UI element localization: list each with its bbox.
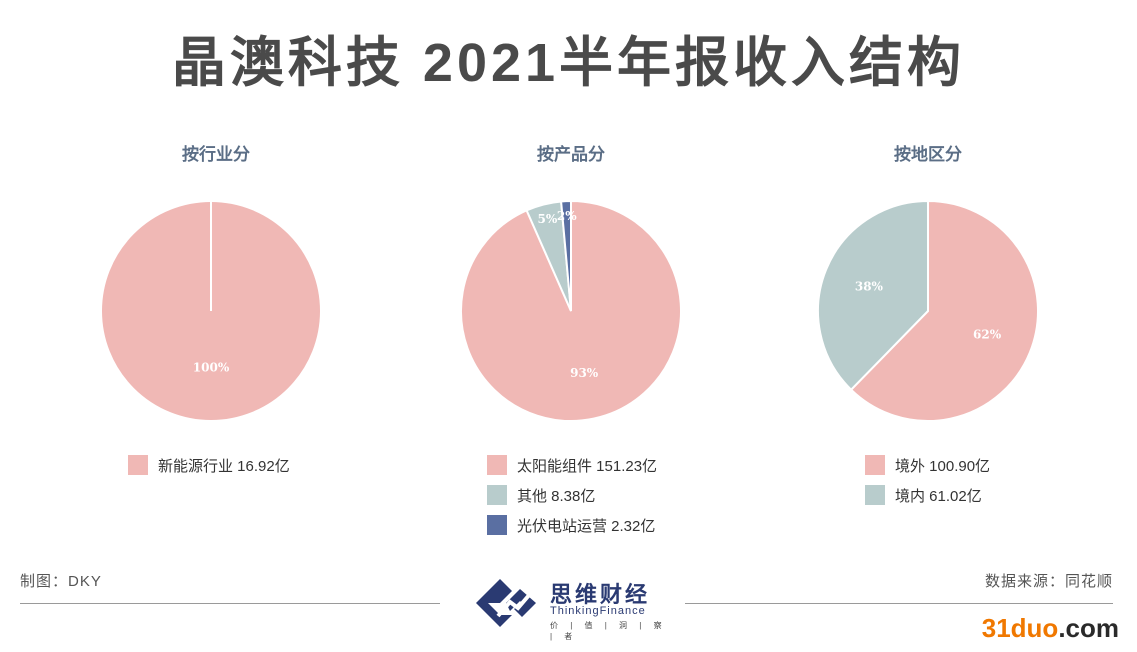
legend-swatch [865, 455, 885, 475]
pie-percent-label: 93% [570, 366, 599, 380]
legend-region: 境外 100.90亿 境内 61.02亿 [865, 450, 990, 510]
legend-swatch [487, 515, 507, 535]
pie-slice [849, 199, 1039, 422]
pie-percent-label: 5% [537, 212, 557, 226]
legend-industry: 新能源行业 16.92亿 [128, 450, 290, 480]
legend-item: 其他 8.38亿 [487, 480, 657, 510]
legend-label: 境外 100.90亿 [895, 457, 991, 475]
pie-percent-label: 62% [973, 328, 1002, 342]
legend-label: 太阳能组件 151.23亿 [517, 457, 658, 475]
legend-item: 太阳能组件 151.23亿 [487, 450, 657, 480]
legend-item: 光伏电站运营 2.32亿 [487, 510, 657, 540]
pie-chart-product: 93% 5% 2% [460, 199, 682, 422]
brand-logo: 思维财经 ThinkingFinance 价 | 值 | 洞 | 察 | 者 [470, 572, 680, 641]
pie-percent-label: 2% [557, 209, 577, 223]
pie-percent-label: 38% [855, 279, 884, 293]
legend-label: 光伏电站运营 2.32亿 [517, 517, 656, 535]
brand-english-name: ThinkingFinance [550, 605, 646, 617]
legend-swatch [487, 455, 507, 475]
legend-swatch [865, 485, 885, 505]
legend-item: 境外 100.90亿 [865, 450, 990, 480]
legend-label: 新能源行业 16.92亿 [158, 457, 290, 475]
pie-slice [817, 199, 929, 392]
legend-product: 太阳能组件 151.23亿 其他 8.38亿光伏电站运营 2.32亿 [487, 450, 657, 540]
pie-chart-industry: 100% [100, 200, 322, 422]
pie-slice [560, 199, 572, 312]
watermark-suffix: .com [1058, 613, 1119, 643]
legend-item: 境内 61.02亿 [865, 480, 990, 510]
page-title: 晶澳科技 2021半年报收入结构 [171, 33, 966, 93]
data-source-credit: 数据来源：同花顺 [984, 573, 1113, 590]
brand-tagline: 价 | 值 | 洞 | 察 | 者 [550, 621, 667, 641]
chart-maker-credit: 制图：DKY [20, 573, 102, 590]
footer-rule-right [685, 603, 1113, 604]
legend-label: 境内 61.02亿 [895, 487, 982, 505]
watermark: 31duo.com [982, 613, 1119, 644]
legend-swatch [128, 455, 148, 475]
legend-item: 新能源行业 16.92亿 [128, 450, 290, 480]
footer-rule-left [20, 603, 440, 604]
brand-logo-icon [476, 579, 536, 627]
legend-label: 其他 8.38亿 [517, 487, 596, 505]
pie-chart-region: 62% 38% [817, 199, 1039, 422]
chart-title-region: 按地区分 [894, 145, 962, 164]
legend-swatch [487, 485, 507, 505]
chart-title-industry: 按行业分 [182, 145, 250, 164]
watermark-main: 31duo [981, 613, 1059, 643]
chart-title-product: 按产品分 [537, 145, 605, 164]
pie-percent-label: 100% [193, 361, 230, 375]
brand-name: 思维财经 [550, 582, 651, 607]
